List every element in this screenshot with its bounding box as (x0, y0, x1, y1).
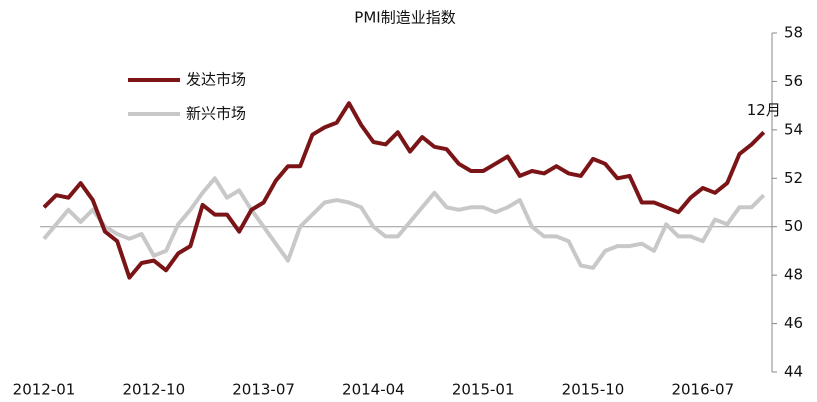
chart-title: PMI制造业指数 (354, 9, 455, 27)
y-tick-label: 50 (784, 217, 803, 235)
series-line (42, 101, 766, 280)
y-tick-label: 54 (784, 120, 803, 138)
x-tick-label: 2012-01 (13, 381, 76, 399)
x-tick-label: 2012-10 (122, 381, 185, 399)
annotation: 12月 (747, 101, 781, 119)
x-tick-label: 2015-10 (562, 381, 625, 399)
x-tick-label: 2015-01 (452, 381, 515, 399)
x-tick-label: 2014-04 (342, 381, 405, 399)
y-tick-label: 52 (784, 169, 803, 187)
y-tick-label: 46 (784, 314, 803, 332)
y-tick-label: 56 (784, 72, 803, 90)
series-line (42, 176, 766, 270)
y-tick-label: 58 (784, 24, 803, 42)
x-tick-label: 2013-07 (232, 381, 295, 399)
y-tick-label: 44 (784, 363, 803, 381)
legend-label: 新兴市场 (186, 105, 246, 123)
x-tick-label: 2016-07 (671, 381, 734, 399)
y-tick-label: 48 (784, 266, 803, 284)
legend-label: 发达市场 (186, 71, 246, 89)
